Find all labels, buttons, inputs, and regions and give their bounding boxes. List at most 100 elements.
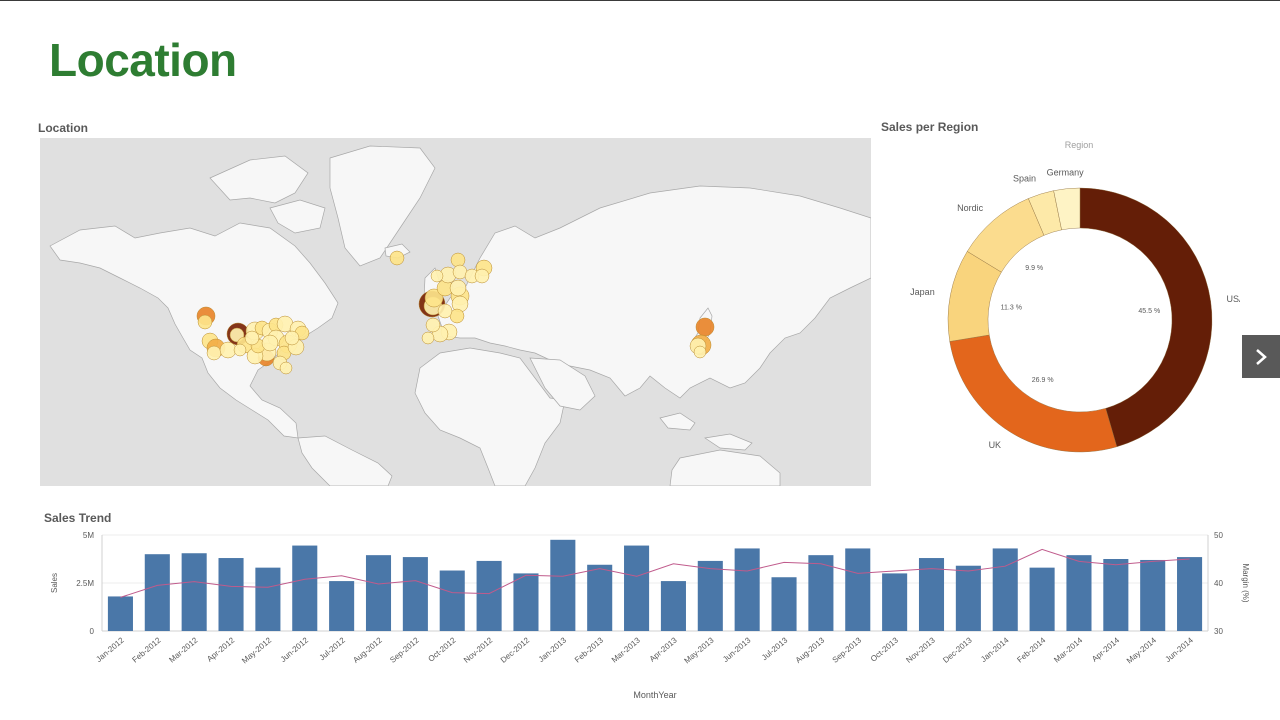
sales-bar[interactable]	[107, 596, 133, 631]
y2-tick-label: 50	[1214, 531, 1223, 540]
donut-slice-germany[interactable]	[1053, 187, 1081, 231]
donut-svg[interactable]: Region USA 45.5 % UK 26.9 % Japan 11.3 % Nordi…	[880, 135, 1245, 465]
sales-per-region-chart[interactable]: Region USA 45.5 % UK 26.9 % Japan 11.3 % Nordi…	[880, 135, 1245, 465]
map-panel-title: Location	[38, 121, 88, 135]
sales-bar[interactable]	[292, 545, 318, 631]
sales-bar[interactable]	[660, 581, 686, 631]
trend-panel-title: Sales Trend	[44, 511, 112, 525]
donut-slice-uk[interactable]	[949, 334, 1118, 453]
sales-bar[interactable]	[771, 577, 797, 631]
sales-bar[interactable]	[1103, 559, 1129, 631]
sales-bar[interactable]	[882, 573, 908, 631]
sales-bar[interactable]	[845, 548, 871, 631]
map-land	[49, 145, 871, 486]
donut-value-label: 26.9 %	[1032, 377, 1054, 384]
map-bubble[interactable]	[233, 343, 247, 357]
x-tick-label: Jul-2013	[760, 635, 790, 662]
x-tick-label: Jun-2012	[279, 635, 311, 664]
sales-bar[interactable]	[365, 555, 392, 631]
x-tick-label: Jan-2012	[94, 635, 126, 664]
map-bubble[interactable]	[474, 268, 490, 284]
x-tick-label: Feb-2014	[1015, 635, 1047, 664]
sales-bar[interactable]	[255, 567, 281, 631]
sales-bar[interactable]	[808, 555, 834, 631]
sales-bar[interactable]	[181, 553, 207, 631]
landmass-arabia	[529, 357, 596, 411]
sales-bar[interactable]	[697, 560, 723, 631]
y-tick-label: 0	[90, 627, 95, 636]
sales-bar[interactable]	[218, 558, 244, 631]
next-sheet-button[interactable]	[1242, 335, 1280, 378]
sales-bar[interactable]	[587, 564, 613, 631]
sales-bar[interactable]	[734, 548, 760, 631]
sales-bar[interactable]	[329, 581, 355, 631]
sales-trend-chart[interactable]: 0 2.5M 5M 30 40 50 Jan-2012 Feb-2012 Mar-2012 Apr…	[40, 522, 1270, 712]
margin-line	[120, 548, 1190, 598]
x-tick-label: Nov-2013	[904, 635, 937, 665]
donut-category-label: UK	[989, 440, 1002, 450]
sales-bar[interactable]	[476, 560, 502, 631]
sales-bar[interactable]	[402, 557, 428, 631]
sales-bar[interactable]	[992, 548, 1018, 631]
map-bubbles[interactable]	[196, 250, 715, 375]
x-tick-label: Jan-2013	[537, 635, 569, 664]
sales-bar[interactable]	[513, 573, 539, 631]
map-bubble[interactable]	[425, 317, 441, 333]
sales-bar[interactable]	[1177, 557, 1203, 631]
sales-bar[interactable]	[624, 545, 650, 631]
map-bubble[interactable]	[279, 361, 293, 375]
x-tick-label: Mar-2014	[1052, 635, 1084, 664]
x-axis-title: MonthYear	[633, 690, 676, 700]
map-bubble[interactable]	[695, 317, 715, 337]
chevron-right-icon	[1256, 348, 1267, 365]
map-bubble[interactable]	[219, 341, 237, 359]
y2-tick-label: 40	[1214, 579, 1223, 588]
x-tick-label: Dec-2013	[941, 635, 974, 665]
map-bubble[interactable]	[261, 334, 279, 352]
donut-slices[interactable]: USA 45.5 % UK 26.9 % Japan 11.3 % Nordic 9.9 % S…	[910, 168, 1245, 453]
donut-value-label: 45.5 %	[1138, 308, 1160, 315]
donut-value-label: 11.3 %	[1001, 305, 1022, 312]
map-bubble[interactable]	[449, 279, 467, 297]
sales-bar[interactable]	[1066, 555, 1092, 631]
map-bubble[interactable]	[244, 330, 260, 346]
x-tick-label: Sep-2013	[831, 635, 864, 665]
map-bubble[interactable]	[424, 288, 444, 308]
map-bubble[interactable]	[421, 331, 435, 345]
map-bubble[interactable]	[430, 269, 444, 283]
x-tick-label: Oct-2013	[869, 635, 900, 663]
map-bubble[interactable]	[450, 252, 466, 268]
sales-bar[interactable]	[1029, 567, 1055, 631]
sales-bar[interactable]	[955, 565, 981, 631]
x-tick-label: Jun-2013	[721, 635, 753, 664]
map-bubble[interactable]	[197, 314, 213, 330]
x-tick-label: Aug-2012	[351, 635, 384, 665]
sales-bar[interactable]	[439, 570, 465, 631]
x-tick-label: Dec-2012	[499, 635, 532, 665]
donut-category-label: Germany	[1047, 168, 1085, 178]
x-tick-label: Mar-2012	[167, 635, 199, 664]
sales-bar[interactable]	[550, 539, 576, 631]
x-tick-label: Jun-2014	[1164, 635, 1196, 664]
map-bubble[interactable]	[284, 330, 300, 346]
donut-value-label: 9.9 %	[1025, 265, 1043, 272]
location-map[interactable]	[40, 138, 871, 486]
sales-bar[interactable]	[918, 558, 945, 631]
map-bubble[interactable]	[437, 303, 453, 319]
donut-category-label: Japan	[910, 287, 935, 297]
pie-panel-title: Sales per Region	[881, 120, 979, 134]
map-bubble[interactable]	[389, 250, 405, 266]
map-bubble[interactable]	[206, 345, 222, 361]
x-tick-label: Jul-2012	[318, 635, 348, 662]
x-tick-label: Mar-2013	[610, 635, 642, 664]
map-bubble[interactable]	[693, 345, 707, 359]
donut-category-label: USA	[1227, 294, 1240, 304]
y-tick-label: 2.5M	[76, 579, 94, 588]
sales-bar[interactable]	[144, 554, 170, 631]
map-canvas[interactable]	[40, 138, 871, 486]
landmass-se-asia-islands	[659, 412, 753, 451]
donut-slice-usa[interactable]	[1079, 187, 1213, 448]
sales-bar[interactable]	[1140, 559, 1166, 631]
